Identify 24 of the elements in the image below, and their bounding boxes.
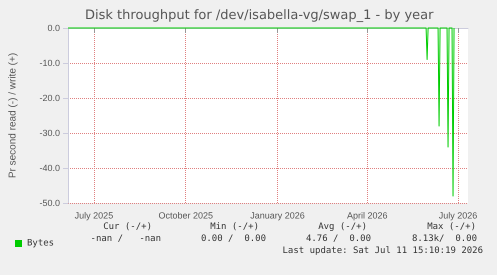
line-series [68, 28, 455, 196]
y-tick-label: 0.0 [47, 23, 60, 33]
text: Cur (-/+) [103, 222, 152, 232]
text: Max (-/+) [427, 222, 476, 232]
text: 4.76 / 0.00 [306, 234, 371, 244]
text: Avg (-/+) [318, 222, 367, 232]
text: 0.00 / 0.00 [200, 234, 266, 244]
x-tick-label: July 2026 [438, 210, 478, 220]
y-tick-label: -20.0 [39, 93, 60, 103]
x-tick-label: January 2026 [250, 210, 305, 220]
text: -nan / -nan [90, 234, 161, 244]
text: Last update: Sat Jul 11 15:10:19 2026 [282, 246, 483, 256]
x-tick-label: October 2025 [158, 210, 213, 220]
y-axis-title: Pr second read (-) / write (+) [8, 52, 18, 178]
y-tick-label: -10.0 [39, 58, 60, 68]
y-tick-label: -40.0 [39, 163, 60, 173]
x-tick-label: April 2026 [346, 210, 388, 220]
y-tick-label: -30.0 [39, 128, 60, 138]
legend-label: Bytes [27, 238, 54, 248]
chart-title: Disk throughput for /dev/isabella-vg/swap_1 - by year [85, 8, 434, 23]
text: Min (-/+) [210, 222, 259, 232]
y-tick-label: -50.0 [39, 198, 60, 208]
text: 8.13k/ 0.00 [412, 234, 477, 244]
x-tick-label: July 2025 [74, 210, 114, 220]
